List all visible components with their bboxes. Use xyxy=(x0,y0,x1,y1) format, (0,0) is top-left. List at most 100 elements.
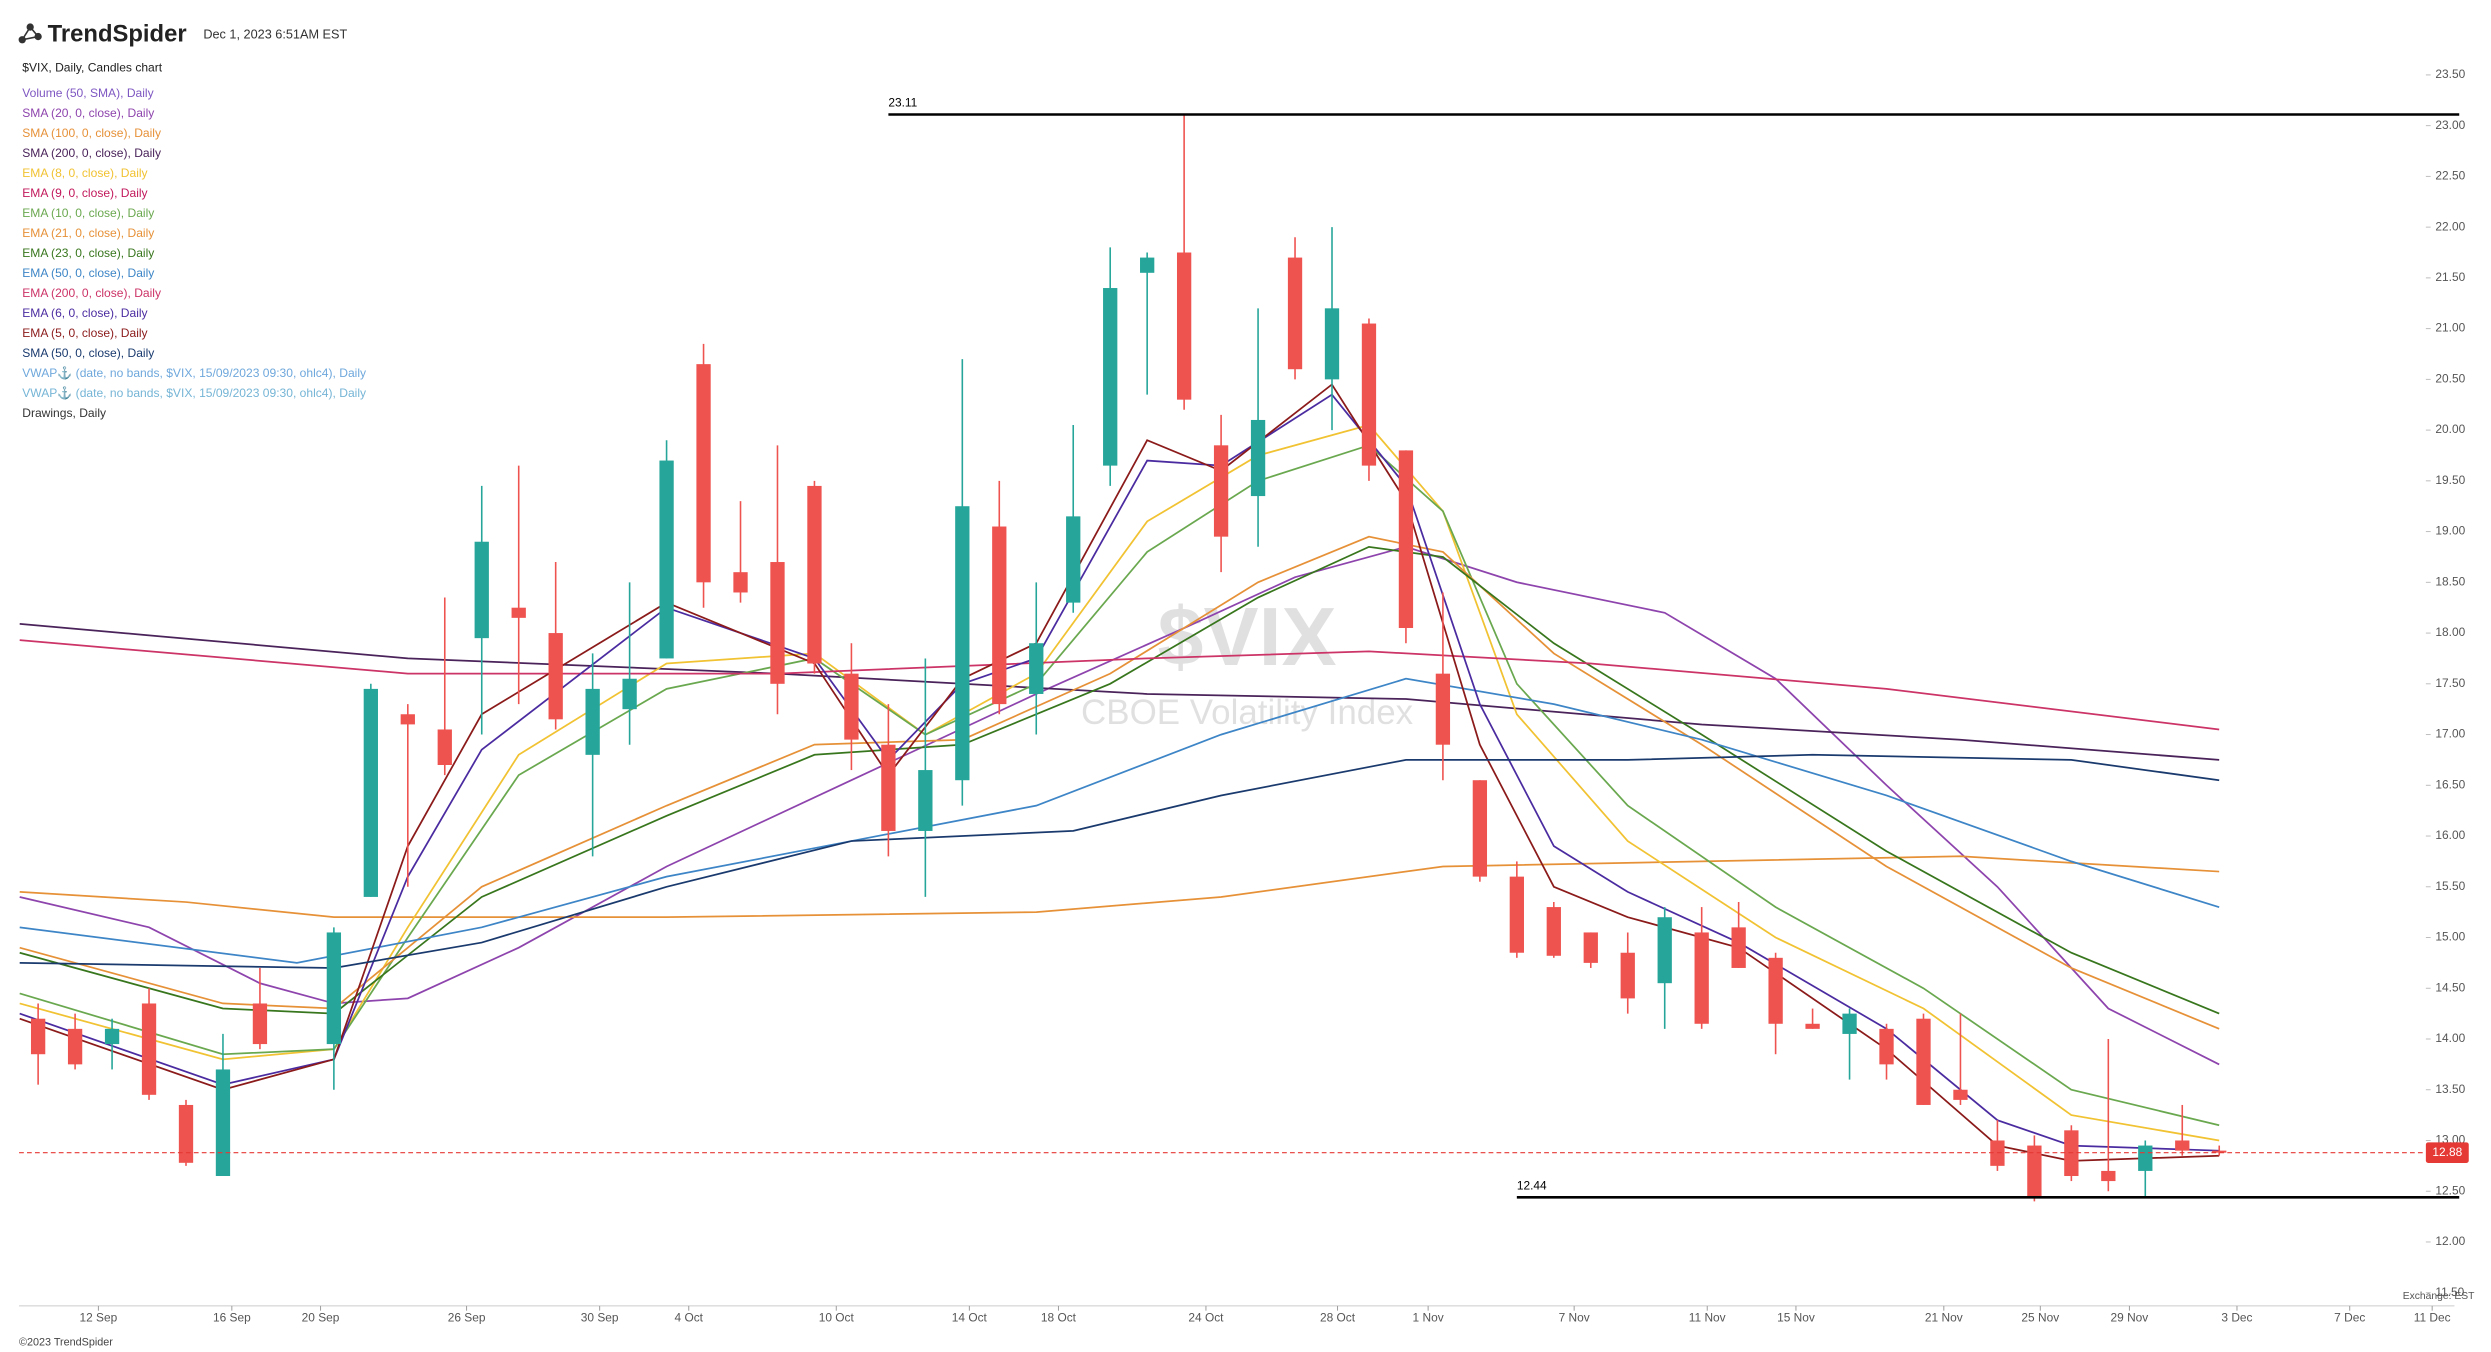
candle-body xyxy=(807,485,822,664)
candle-body xyxy=(2138,1145,2153,1171)
candle-body xyxy=(215,1069,231,1177)
legend-entry: SMA (20, 0, close), Daily xyxy=(22,106,154,120)
legend-entry: SMA (50, 0, close), Daily xyxy=(22,346,154,360)
y-tick-label: 20.50 xyxy=(2435,372,2465,386)
indicator-line xyxy=(19,639,2220,731)
y-tick-label: 14.50 xyxy=(2435,980,2465,994)
legend-entry: SMA (200, 0, close), Daily xyxy=(22,146,161,160)
x-tick-label: 7 Nov xyxy=(1559,1311,1590,1325)
y-tick-label: 16.00 xyxy=(2435,828,2465,842)
legend-entry: EMA (50, 0, close), Daily xyxy=(22,266,154,280)
y-tick-label: 12.50 xyxy=(2435,1183,2465,1197)
candle-body xyxy=(363,688,378,897)
legend-entry: EMA (200, 0, close), Daily xyxy=(22,286,161,300)
candle-body xyxy=(918,770,933,831)
last-price-tag xyxy=(2425,1142,2469,1163)
candle-body xyxy=(955,506,970,781)
x-tick-label: 18 Oct xyxy=(1041,1311,1077,1325)
candle-body xyxy=(400,714,415,725)
candle-body xyxy=(1435,673,1451,745)
candle-body xyxy=(2175,1140,2190,1151)
legend-entry: VWAP⚓ (date, no bands, $VIX, 15/09/2023 … xyxy=(22,366,366,380)
candle-body xyxy=(67,1028,83,1065)
candle-body xyxy=(1140,257,1155,273)
brand: TrendSpider xyxy=(48,20,187,47)
candle-body xyxy=(1324,308,1340,380)
logo-icon xyxy=(18,23,42,44)
x-tick-label: 10 Oct xyxy=(819,1311,855,1325)
y-tick-label: 22.50 xyxy=(2435,169,2465,183)
candle-body xyxy=(881,744,896,831)
x-tick-label: 11 Dec xyxy=(2414,1311,2451,1325)
y-tick-label: 15.50 xyxy=(2435,879,2465,893)
level-label: 23.11 xyxy=(888,96,917,110)
y-tick-label: 19.50 xyxy=(2435,473,2465,487)
x-tick-label: 15 Nov xyxy=(1777,1311,1815,1325)
legend-entry: Volume (50, SMA), Daily xyxy=(22,86,153,100)
x-tick-label: 11 Nov xyxy=(1689,1311,1726,1325)
y-tick-label: 23.00 xyxy=(2435,118,2465,132)
y-tick-label: 22.00 xyxy=(2435,219,2465,233)
candle-body xyxy=(1213,445,1229,537)
candle-body xyxy=(696,364,711,583)
candle-body xyxy=(2101,1170,2116,1182)
y-tick-label: 15.00 xyxy=(2435,930,2465,944)
y-tick-label: 20.00 xyxy=(2435,422,2465,436)
candle-body xyxy=(141,1003,157,1095)
indicator-line xyxy=(19,623,2220,761)
candle-body xyxy=(622,678,637,710)
candle-body xyxy=(474,541,489,639)
x-tick-label: 30 Sep xyxy=(581,1311,619,1325)
candle-body xyxy=(1842,1013,1857,1034)
indicator-line xyxy=(19,383,2220,1162)
y-tick-label: 18.50 xyxy=(2435,574,2465,588)
candle-body xyxy=(1768,957,1783,1024)
candle-body xyxy=(1657,917,1672,984)
y-tick-label: 17.00 xyxy=(2435,727,2465,741)
x-tick-label: 29 Nov xyxy=(2111,1311,2149,1325)
x-tick-label: 21 Nov xyxy=(1925,1311,1963,1325)
candle-body xyxy=(585,688,600,755)
legend-entry: SMA (100, 0, close), Daily xyxy=(22,126,161,140)
candle-body xyxy=(1509,876,1524,953)
candle-body xyxy=(844,673,859,740)
candle-body xyxy=(1176,252,1192,400)
candle-body xyxy=(659,460,674,659)
y-tick-label: 23.50 xyxy=(2435,67,2465,81)
candle-body xyxy=(2027,1145,2042,1198)
legend-entry: EMA (6, 0, close), Daily xyxy=(22,306,147,320)
legend-entry: Drawings, Daily xyxy=(22,406,106,420)
legend-entry: EMA (21, 0, close), Daily xyxy=(22,226,154,240)
y-tick-label: 21.00 xyxy=(2435,321,2465,335)
x-tick-label: 3 Dec xyxy=(2221,1311,2252,1325)
candle-body xyxy=(104,1028,120,1045)
x-tick-label: 16 Sep xyxy=(213,1311,251,1325)
y-tick-label: 17.50 xyxy=(2435,676,2465,690)
candle-body xyxy=(1731,927,1746,968)
timestamp: Dec 1, 2023 6:51AM EST xyxy=(203,27,347,41)
y-tick-label: 11.50 xyxy=(2435,1285,2464,1299)
x-tick-label: 20 Sep xyxy=(302,1311,340,1325)
y-tick-label: 12.00 xyxy=(2435,1234,2465,1248)
candle-body xyxy=(2212,1150,2227,1153)
x-tick-label: 26 Sep xyxy=(448,1311,486,1325)
x-tick-label: 7 Dec xyxy=(2334,1311,2365,1325)
y-tick-label: 13.50 xyxy=(2435,1082,2465,1096)
x-tick-label: 1 Nov xyxy=(1413,1311,1444,1325)
legend-entry: VWAP⚓ (date, no bands, $VIX, 15/09/2023 … xyxy=(22,386,366,400)
y-tick-label: 21.50 xyxy=(2435,270,2465,284)
candle-body xyxy=(1250,419,1266,497)
exchange-note: Exchange: EST xyxy=(2403,1291,2475,1302)
candle-body xyxy=(548,633,563,720)
candle-body xyxy=(437,729,452,765)
candle-body xyxy=(1066,516,1081,603)
candle-body xyxy=(1694,932,1709,1024)
indicator-line xyxy=(19,535,2220,1030)
candle-body xyxy=(178,1104,194,1163)
x-tick-label: 24 Oct xyxy=(1188,1311,1224,1325)
candle-body xyxy=(1583,932,1598,963)
indicator-line xyxy=(19,753,2220,969)
candle-body xyxy=(1287,257,1303,370)
indicator-line xyxy=(19,855,2220,919)
